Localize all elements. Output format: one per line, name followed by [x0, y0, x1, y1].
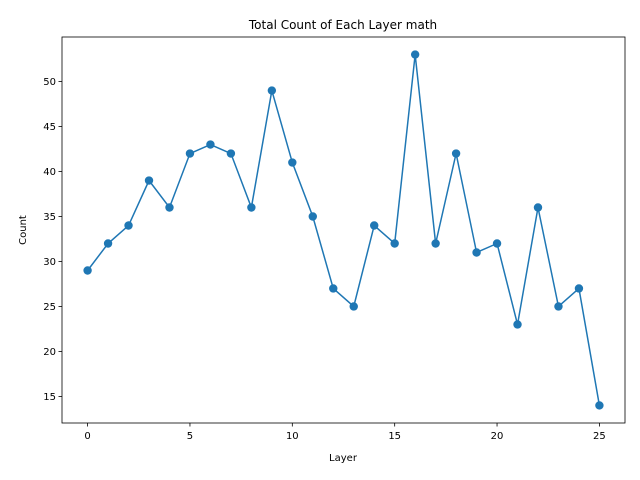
y-tick-label: 25 [43, 302, 56, 313]
chart-title: Total Count of Each Layer math [248, 18, 437, 32]
x-tick-label: 25 [593, 431, 606, 442]
y-axis-label: Count [18, 215, 29, 245]
y-tick-label: 35 [43, 212, 56, 223]
data-point [554, 302, 563, 311]
y-tick-label: 15 [43, 392, 56, 403]
data-point [513, 320, 522, 329]
x-tick-label: 20 [491, 431, 504, 442]
data-point [226, 149, 236, 158]
data-point [165, 203, 174, 212]
data-point [83, 266, 92, 275]
data-point [370, 221, 379, 230]
data-point [472, 248, 481, 257]
x-tick-label: 15 [388, 431, 401, 442]
data-point [431, 239, 440, 248]
data-point [533, 203, 543, 212]
data-point [595, 401, 604, 410]
x-tick-label: 5 [187, 431, 193, 442]
y-tick-label: 40 [43, 167, 56, 178]
data-point [247, 203, 256, 212]
data-point [574, 284, 584, 293]
series-line [86, 54, 601, 406]
data-point [390, 239, 399, 248]
data-point [410, 50, 420, 59]
data-point [144, 176, 154, 185]
data-point [492, 239, 502, 248]
y-tick-label: 20 [43, 347, 56, 358]
y-tick-label: 45 [43, 122, 56, 133]
plot-frame [61, 36, 626, 424]
x-tick-label: 10 [286, 431, 299, 442]
data-point [308, 212, 317, 221]
y-axis: 15 20 25 30 35 40 45 50 [43, 77, 62, 403]
x-axis: 0 5 10 15 20 25 [84, 423, 606, 442]
data-point [185, 149, 195, 158]
data-point [451, 149, 461, 158]
y-tick-label: 30 [43, 257, 56, 268]
data-point [124, 221, 133, 230]
x-axis-label: Layer [329, 453, 358, 464]
y-tick-label: 50 [43, 77, 56, 88]
data-point [206, 140, 215, 149]
data-point [329, 284, 338, 293]
data-point [103, 239, 113, 248]
x-tick-label: 0 [84, 431, 90, 442]
data-point [288, 158, 297, 167]
data-point [349, 302, 358, 311]
data-points [83, 50, 604, 410]
data-point [267, 86, 277, 95]
